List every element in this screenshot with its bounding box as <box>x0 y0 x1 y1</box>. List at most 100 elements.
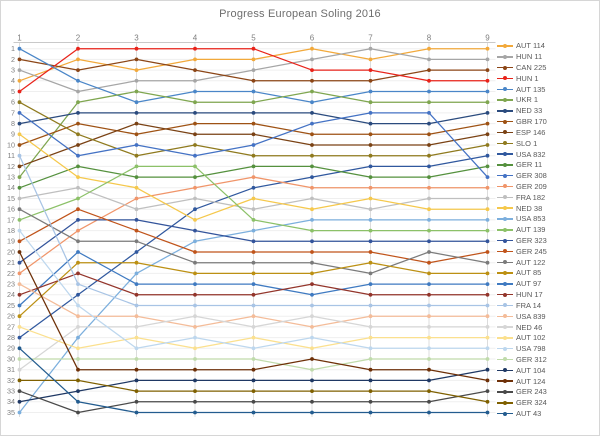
series-marker <box>134 57 139 62</box>
legend-label: AUT 139 <box>516 225 546 235</box>
series-marker <box>310 143 314 147</box>
legend-label: AUT 102 <box>516 333 546 343</box>
x-tick-label: 3 <box>134 34 139 43</box>
series-marker <box>427 164 431 169</box>
series-marker <box>427 239 431 244</box>
series-marker <box>134 207 139 212</box>
legend-marker-icon <box>497 313 513 319</box>
series-marker <box>368 399 373 404</box>
series-marker <box>17 399 22 404</box>
legend-label: GER 11 <box>516 160 543 170</box>
series-marker <box>193 357 197 361</box>
series-marker <box>368 218 373 222</box>
series-marker <box>76 111 80 115</box>
series-marker <box>427 367 431 372</box>
series-marker <box>485 378 490 383</box>
legend-item: GER 245 <box>497 246 597 257</box>
legend-item: GER 324 <box>497 397 597 408</box>
legend-marker-icon <box>497 367 513 373</box>
legend-item: AUT 124 <box>497 376 597 387</box>
series-marker <box>76 185 80 190</box>
legend-label: AUT 104 <box>516 365 546 375</box>
series-marker <box>485 367 490 372</box>
series-marker <box>368 335 373 340</box>
series-marker <box>251 89 256 94</box>
legend-item: GBR 170 <box>497 116 597 127</box>
series-marker <box>368 153 373 158</box>
series-marker <box>76 89 80 94</box>
y-tick-label: 33 <box>7 387 15 396</box>
series-marker <box>76 175 80 180</box>
y-tick-label: 3 <box>11 66 15 75</box>
series-marker <box>427 185 431 190</box>
series-marker <box>134 378 139 383</box>
series-marker <box>17 260 22 265</box>
series-marker <box>485 89 490 94</box>
series-marker <box>310 100 314 105</box>
series-marker <box>134 399 139 404</box>
series-marker <box>76 164 80 169</box>
series-marker <box>251 228 256 233</box>
series-marker <box>368 378 373 383</box>
series-marker <box>134 410 139 415</box>
legend-item: FRA 182 <box>497 192 597 203</box>
legend-label: GER 324 <box>516 398 547 408</box>
series-marker <box>17 228 22 233</box>
series-marker <box>368 239 373 244</box>
series-marker <box>251 143 256 147</box>
series-marker <box>76 228 80 233</box>
series-marker <box>134 292 139 297</box>
legend-item: AUT 104 <box>497 365 597 376</box>
series-marker <box>134 389 139 393</box>
series-marker <box>427 357 431 361</box>
series-marker <box>17 410 22 415</box>
legend-marker-icon <box>497 238 513 244</box>
series-marker <box>251 185 256 190</box>
series-marker <box>485 325 490 329</box>
series-marker <box>76 335 80 340</box>
series-marker <box>193 399 197 404</box>
legend-item: AUT 43 <box>497 408 597 419</box>
series-marker <box>485 164 490 169</box>
series-marker <box>310 389 314 393</box>
series-marker <box>485 78 490 83</box>
series-marker <box>193 271 197 276</box>
legend-marker-icon <box>497 173 513 179</box>
series-marker <box>368 314 373 319</box>
series-marker <box>193 153 197 158</box>
series-marker <box>193 367 197 372</box>
series-marker <box>427 250 431 254</box>
x-tick-label: 8 <box>427 34 432 43</box>
series-marker <box>427 196 431 201</box>
series-marker <box>251 68 256 72</box>
series-marker <box>134 303 139 308</box>
legend-item: AUT 102 <box>497 332 597 343</box>
series-marker <box>17 111 22 115</box>
legend-marker-icon <box>497 259 513 265</box>
series-marker <box>193 164 197 169</box>
series-marker <box>368 132 373 137</box>
y-tick-label: 26 <box>7 312 15 321</box>
series-marker <box>427 207 431 212</box>
series-marker <box>310 357 314 361</box>
series-marker <box>485 303 490 308</box>
series-marker <box>368 175 373 180</box>
legend-marker-icon <box>497 75 513 81</box>
y-tick-label: 12 <box>7 162 15 171</box>
y-tick-label: 31 <box>7 365 15 374</box>
legend-marker-icon <box>497 324 513 330</box>
series-marker <box>251 282 256 286</box>
series-marker <box>193 78 197 83</box>
series-marker <box>76 100 80 105</box>
series-marker <box>76 410 80 415</box>
series-marker <box>251 303 256 308</box>
series-marker <box>251 196 256 201</box>
series-marker <box>427 228 431 233</box>
legend-marker-icon <box>497 54 513 60</box>
series-marker <box>310 121 314 126</box>
chart-title: Progress European Soling 2016 <box>219 8 381 20</box>
legend-label: GER 308 <box>516 171 547 181</box>
series-marker <box>368 68 373 72</box>
legend-item: AUT 122 <box>497 257 597 268</box>
